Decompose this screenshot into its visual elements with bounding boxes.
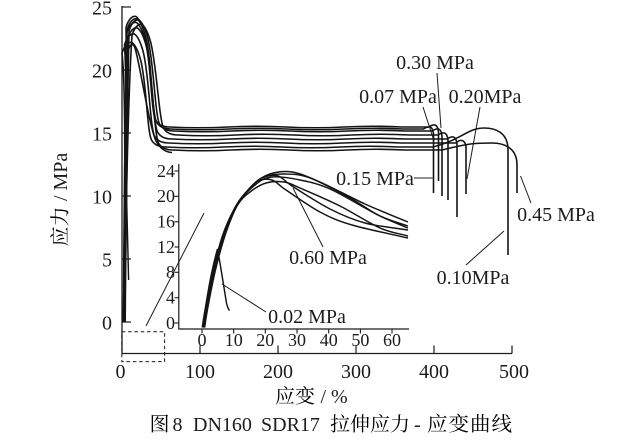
svg-text:0.10MPa: 0.10MPa (437, 267, 510, 289)
svg-text:60: 60 (383, 330, 401, 350)
svg-text:0.15: 0.15 (336, 168, 371, 190)
svg-text:8: 8 (166, 262, 175, 282)
svg-text:500: 500 (499, 361, 529, 383)
svg-text:0: 0 (166, 313, 175, 333)
svg-text:0: 0 (198, 330, 207, 350)
svg-text:MPa: MPa (376, 168, 414, 190)
svg-text:0.20MPa: 0.20MPa (449, 86, 522, 108)
svg-text:0.30: 0.30 (396, 52, 431, 74)
svg-text:MPa: MPa (557, 204, 595, 226)
svg-text:5: 5 (102, 249, 112, 271)
svg-text:12: 12 (157, 237, 175, 257)
svg-text:0.07: 0.07 (359, 86, 394, 108)
svg-text:8: 8 (173, 414, 183, 436)
svg-text:MPa: MPa (436, 52, 474, 74)
svg-text:MPa: MPa (399, 86, 437, 108)
svg-text:16: 16 (157, 212, 175, 232)
svg-text:25: 25 (92, 0, 112, 19)
svg-text:40: 40 (320, 330, 338, 350)
svg-text:50: 50 (351, 330, 369, 350)
svg-text:20: 20 (92, 60, 112, 82)
svg-text:%: % (331, 386, 348, 408)
svg-text:DN160: DN160 (193, 414, 252, 436)
svg-text:/: / (50, 195, 72, 201)
svg-text:15: 15 (92, 123, 112, 145)
svg-text:-: - (414, 414, 421, 436)
svg-text:MPa: MPa (308, 306, 346, 328)
svg-text:4: 4 (166, 288, 175, 308)
svg-text:SDR17: SDR17 (261, 414, 320, 436)
svg-text:/: / (321, 386, 327, 408)
svg-text:400: 400 (419, 361, 449, 383)
svg-text:200: 200 (263, 361, 293, 383)
svg-text:0: 0 (102, 312, 112, 334)
svg-text:100: 100 (185, 361, 215, 383)
svg-text:MPa: MPa (329, 247, 367, 269)
svg-text:0: 0 (116, 361, 126, 383)
svg-text:300: 300 (341, 361, 371, 383)
svg-text:10: 10 (225, 330, 243, 350)
svg-text:0.60: 0.60 (289, 247, 324, 269)
svg-text:20: 20 (256, 330, 274, 350)
svg-text:MPa: MPa (50, 153, 72, 191)
svg-text:24: 24 (157, 161, 175, 181)
svg-text:20: 20 (157, 186, 175, 206)
svg-text:10: 10 (92, 186, 112, 208)
svg-text:30: 30 (288, 330, 306, 350)
svg-text:0.45: 0.45 (517, 204, 552, 226)
svg-text:0.02: 0.02 (268, 306, 303, 328)
